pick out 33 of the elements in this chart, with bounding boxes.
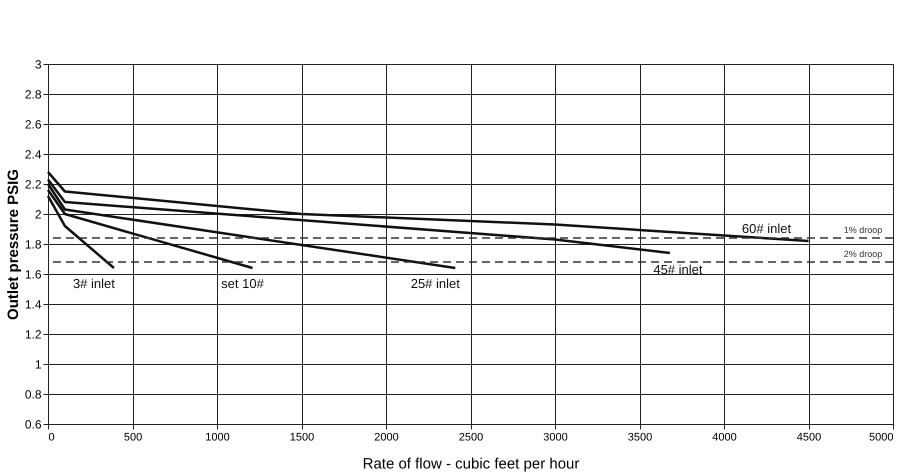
x-tick-label: 0 bbox=[48, 432, 55, 444]
y-tick-label: 2.8 bbox=[24, 88, 42, 102]
y-tick-label: 0.8 bbox=[24, 388, 42, 402]
annotation: set 10# bbox=[221, 276, 265, 291]
x-tick-label: 500 bbox=[124, 432, 142, 444]
y-tick-label: 1.2 bbox=[24, 328, 42, 342]
x-tick-label: 2000 bbox=[374, 432, 399, 444]
ref-line-label: 2% droop bbox=[844, 249, 882, 259]
y-tick-label: 1.6 bbox=[24, 268, 42, 282]
y-tick-label: 2 bbox=[34, 208, 42, 222]
x-tick-label: 3000 bbox=[543, 432, 568, 444]
annotation: 45# inlet bbox=[653, 262, 703, 277]
x-tick-label: 4000 bbox=[712, 432, 737, 444]
y-tick-label: 1 bbox=[34, 358, 42, 372]
x-tick-label: 4500 bbox=[796, 432, 822, 444]
annotation: 3# inlet bbox=[72, 276, 116, 291]
annotation: 25# inlet bbox=[410, 276, 460, 291]
y-tick-label: 2.2 bbox=[24, 178, 42, 192]
x-tick-label: 1000 bbox=[205, 432, 230, 444]
annotation: 60# inlet bbox=[742, 221, 792, 236]
x-tick-label: 3500 bbox=[628, 432, 652, 444]
ref-line-label: 1% droop bbox=[844, 225, 882, 235]
y-tick-label: 2.4 bbox=[24, 148, 42, 162]
x-axis-title: Rate of flow - cubic feet per hour bbox=[362, 456, 580, 472]
y-axis-title: Outlet pressure PSIG bbox=[4, 169, 22, 320]
x-tick-label: 1500 bbox=[290, 432, 314, 444]
x-tick-label: 5000 bbox=[869, 432, 894, 444]
y-tick-label: 1.8 bbox=[24, 238, 42, 252]
y-tick-label: 2.6 bbox=[24, 118, 42, 132]
y-tick-label: 0.6 bbox=[24, 418, 42, 432]
y-tick-label: 1.4 bbox=[24, 298, 42, 312]
y-tick-label: 3 bbox=[34, 58, 42, 72]
x-tick-label: 2500 bbox=[458, 432, 484, 444]
